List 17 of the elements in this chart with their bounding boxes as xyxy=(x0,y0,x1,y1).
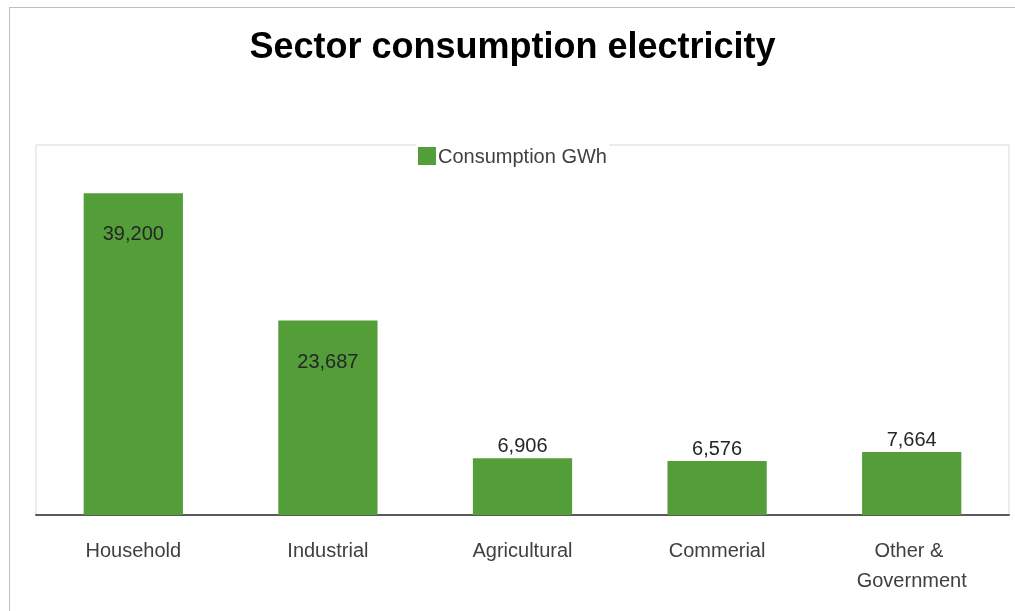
bar xyxy=(667,461,767,515)
bar xyxy=(862,452,962,515)
legend-label: Consumption GWh xyxy=(438,145,607,167)
bar xyxy=(472,458,573,515)
bar xyxy=(278,320,378,515)
x-tick-label: Household xyxy=(85,539,182,561)
x-tick-label: Other & Government xyxy=(856,539,968,591)
data-label: 6,576 xyxy=(692,437,743,460)
data-label: 23,687 xyxy=(297,349,359,372)
chart-title: Sector consumption electricity xyxy=(249,24,776,66)
data-label: 7,664 xyxy=(886,428,937,451)
data-label: 39,200 xyxy=(102,222,164,245)
x-tick-label: Commerial xyxy=(668,539,766,561)
bar xyxy=(83,193,183,515)
x-tick-label: Industrial xyxy=(287,539,369,561)
x-tick-label: Agricultural xyxy=(472,539,573,561)
data-label: 6,906 xyxy=(497,434,548,457)
